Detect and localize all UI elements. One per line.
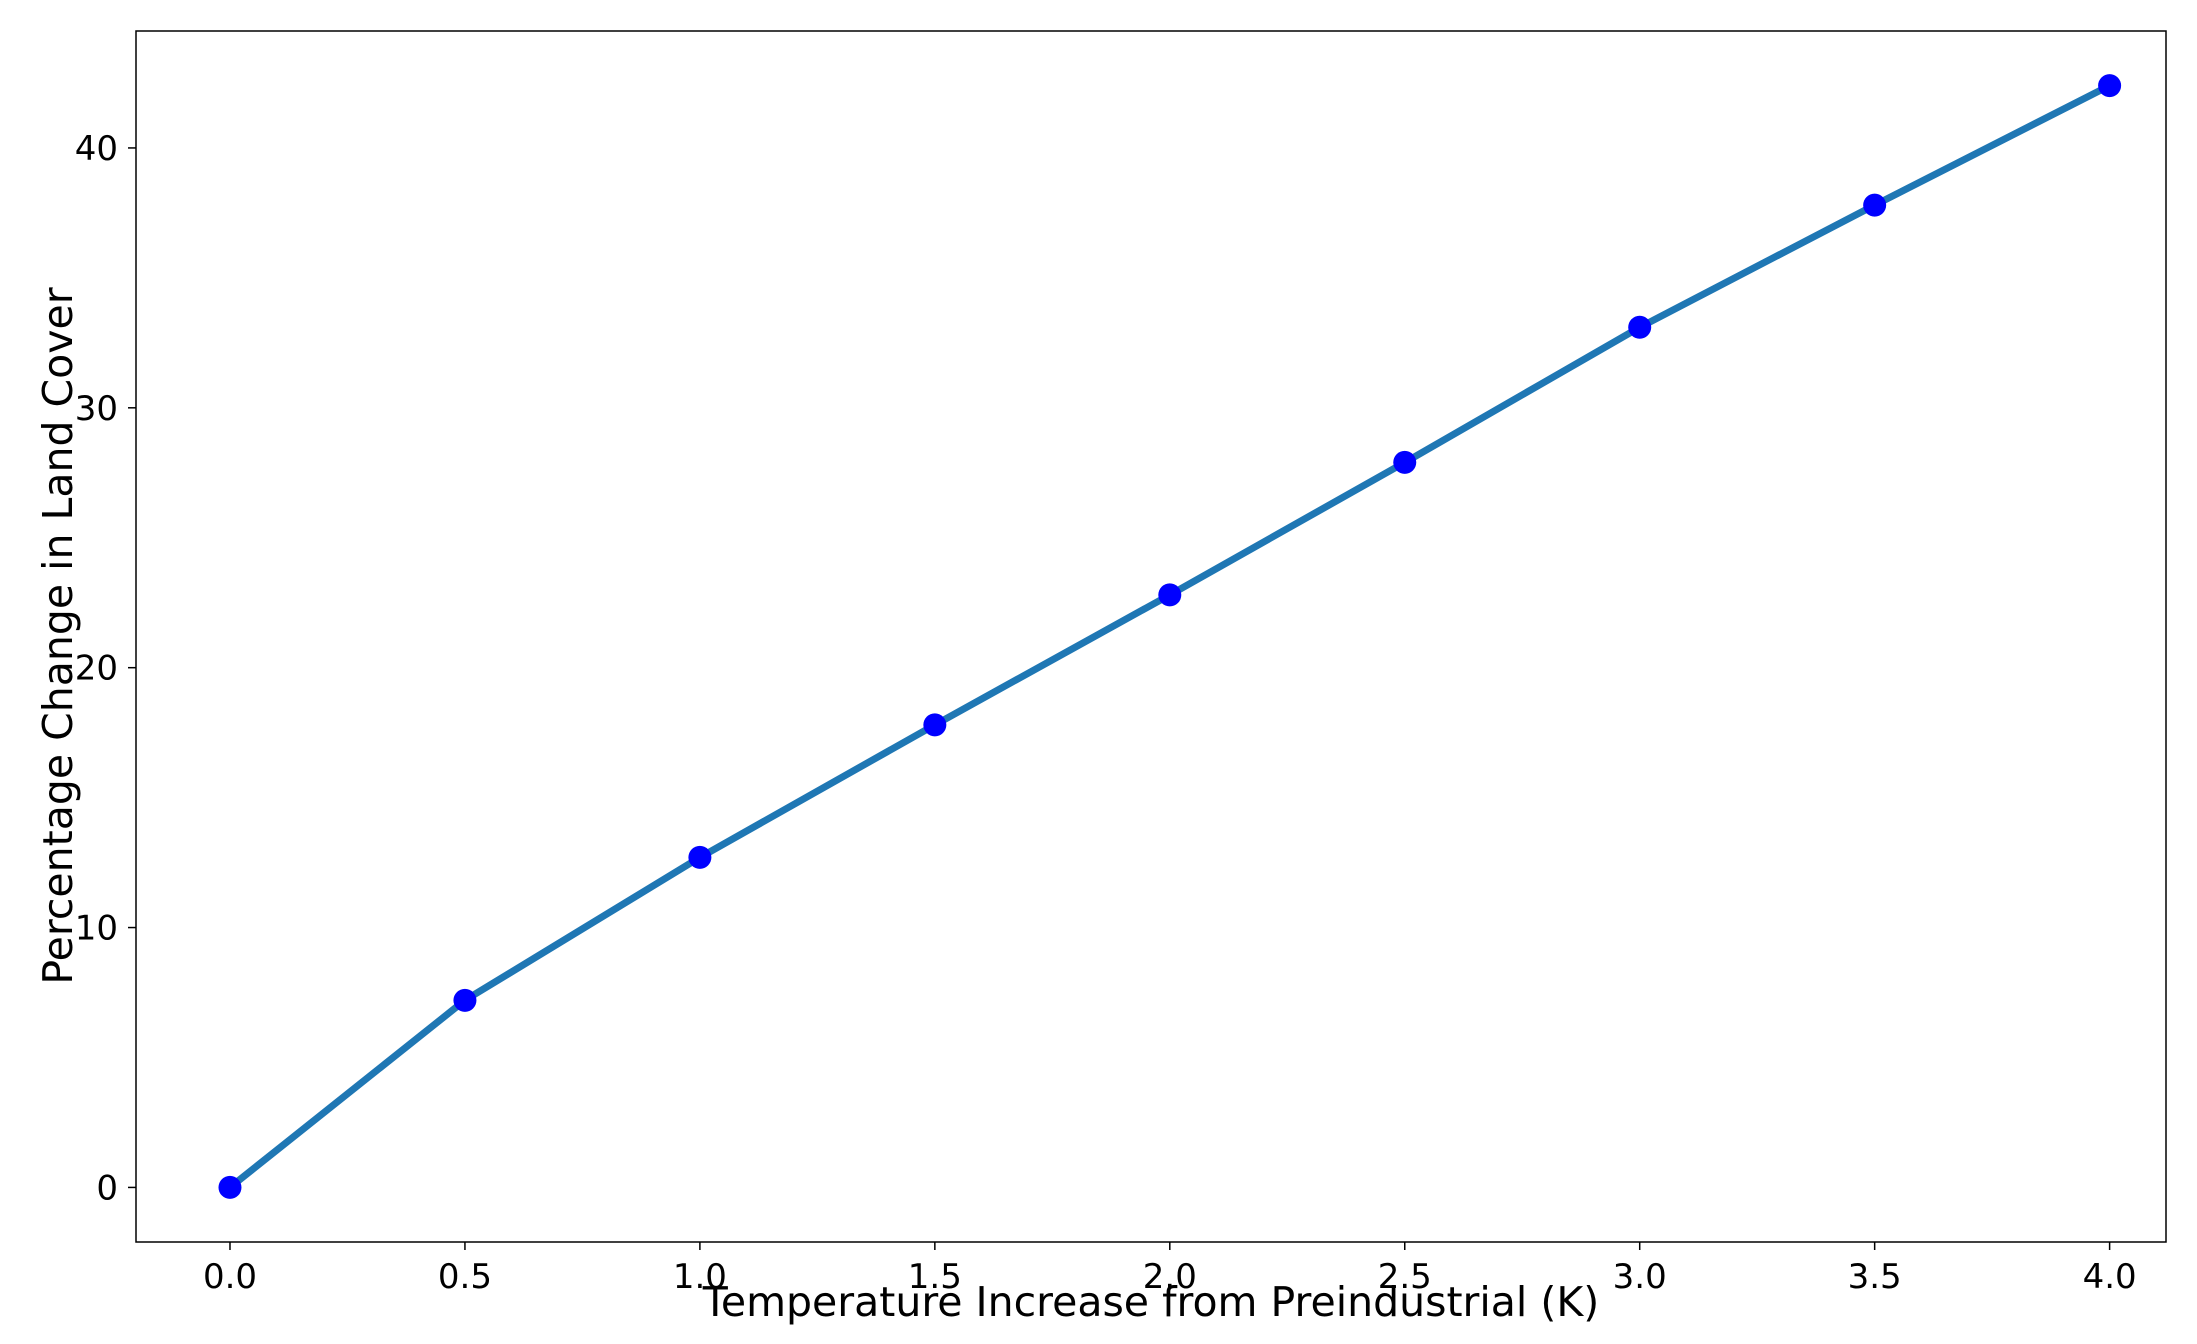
- x-tick-label: 4.0: [2083, 1257, 2137, 1297]
- plot-frame: [135, 30, 2167, 1243]
- x-tick-label: 0.0: [203, 1257, 257, 1297]
- data-point: [218, 1175, 242, 1199]
- series-layer: [218, 74, 2122, 1199]
- y-tick-label: 10: [75, 909, 118, 949]
- data-point: [688, 845, 712, 869]
- x-tick-label: 2.0: [1143, 1257, 1197, 1297]
- y-axis-label: Percentage Change in Land Cover: [34, 287, 82, 984]
- x-tick-label: 1.5: [908, 1257, 962, 1297]
- y-tick-label: 30: [75, 389, 118, 429]
- y-tick-label: 40: [75, 129, 118, 169]
- data-point: [2098, 74, 2122, 98]
- x-tick-label: 1.0: [673, 1257, 727, 1297]
- x-axis-label: Temperature Increase from Preindustrial …: [702, 1278, 1599, 1326]
- data-point: [923, 713, 947, 737]
- y-axis-ticks: 0 10 20 30 40: [75, 129, 136, 1208]
- data-point: [1158, 583, 1182, 607]
- data-point: [1863, 193, 1887, 217]
- data-point: [453, 988, 477, 1012]
- x-tick-label: 3.0: [1613, 1257, 1667, 1297]
- series-line: [226, 82, 2114, 1191]
- x-tick-label: 0.5: [438, 1257, 492, 1297]
- x-tick-label: 3.5: [1848, 1257, 1902, 1297]
- y-tick-label: 0: [96, 1168, 118, 1208]
- x-axis-ticks: 0.0 0.5 1.0 1.5 2.0 2.5 3.0 3.5 4.0: [203, 1242, 2137, 1297]
- y-tick-label: 20: [75, 649, 118, 689]
- x-tick-label: 2.5: [1378, 1257, 1432, 1297]
- data-point: [1393, 450, 1417, 474]
- data-point: [1628, 315, 1652, 339]
